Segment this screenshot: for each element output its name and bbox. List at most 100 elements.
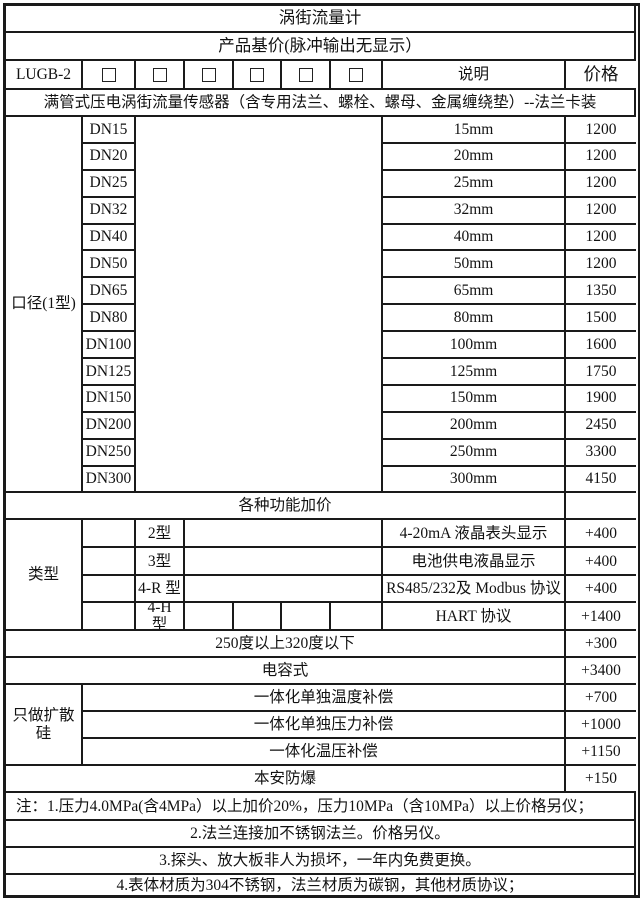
dn-code: DN25 (83, 170, 136, 198)
dn-code: DN125 (83, 359, 136, 386)
type-empty-cell (83, 576, 136, 604)
addons-header: 各种功能加价 (6, 493, 566, 521)
type-price: +400 (566, 576, 636, 604)
dn-desc: 50mm (383, 251, 566, 279)
note-2: 2.法兰连接加不锈钢法兰。价格另仪。 (6, 821, 636, 849)
temp-range-price: +300 (566, 631, 636, 659)
checkbox-icon (152, 67, 167, 82)
type-empty-cell (331, 603, 383, 632)
dn-desc: 100mm (383, 332, 566, 360)
diameter-empty-span (136, 117, 383, 494)
silicon-label-text: 只做扩散硅 (12, 707, 75, 742)
product-price-table: 涡街流量计 产品基价(脉冲输出无显示） LUGB-2 说明 价格 满管式压电涡街… (3, 3, 640, 899)
checkbox-icon (349, 67, 363, 82)
type-desc: 电池供电液晶显示 (383, 548, 566, 577)
dn-desc: 200mm (383, 412, 566, 440)
dn-code: DN300 (83, 466, 136, 494)
silicon-section-label: 只做扩散硅 (6, 685, 83, 767)
type-desc: 4-20mA 液晶表头显示 (383, 520, 566, 549)
dn-code: DN200 (83, 412, 136, 440)
dn-price: 1600 (566, 332, 636, 360)
dn-code: DN15 (83, 117, 136, 144)
dn-price: 1200 (566, 144, 636, 171)
desc-header: 说明 (383, 61, 566, 90)
dn-price: 1900 (566, 386, 636, 413)
dn-code: DN20 (83, 143, 136, 171)
model-cell: LUGB-2 (6, 61, 83, 90)
type-price: +1400 (566, 603, 636, 632)
dn-code: DN40 (83, 224, 136, 252)
type-code: 2型 (136, 520, 185, 549)
type-code: 4-R 型 (136, 576, 185, 604)
model-option-cell (234, 61, 282, 90)
model-option-cell (136, 61, 185, 90)
compensation-price: +1000 (566, 712, 636, 740)
price-header: 价格 (566, 61, 636, 90)
type-desc: RS485/232及 Modbus 协议 (383, 576, 566, 604)
dn-desc: 150mm (383, 385, 566, 413)
checkbox-icon (101, 67, 116, 82)
type-empty-cell (282, 603, 331, 632)
type-empty-cell (185, 603, 234, 632)
type-empty-span (185, 520, 383, 549)
dn-price: 1750 (566, 359, 636, 386)
subtitle-base-price: 产品基价(脉冲输出无显示） (6, 33, 636, 61)
dn-desc: 65mm (383, 278, 566, 306)
safety-price: +150 (566, 766, 636, 794)
type-code: 3型 (136, 548, 185, 577)
type-price: +400 (566, 520, 636, 549)
model-option-cell (185, 61, 234, 90)
note-4: 4.表体材质为304不锈钢，法兰材质为碳钢，其他材质协议； (6, 875, 636, 896)
checkbox-icon (250, 67, 264, 82)
table-title: 涡街流量计 (6, 6, 636, 33)
dn-code: DN150 (83, 385, 136, 413)
compensation-price: +1150 (566, 739, 636, 767)
compensation-price: +700 (566, 685, 636, 713)
safety-desc: 本安防爆 (6, 766, 566, 794)
temp-range-desc: 250度以上320度以下 (6, 631, 566, 659)
dn-desc: 32mm (383, 197, 566, 225)
dn-desc: 40mm (383, 224, 566, 252)
dn-desc: 250mm (383, 439, 566, 467)
dn-price: 1200 (566, 225, 636, 252)
type-empty-cell (83, 548, 136, 577)
sensor-description: 满管式压电涡街流量传感器（含专用法兰、螺栓、螺母、金属缠绕垫）--法兰卡装 (6, 90, 636, 117)
addons-price-empty (566, 493, 636, 521)
checkbox-icon (298, 67, 313, 82)
type-empty-cell (234, 603, 282, 632)
type-empty-cell (83, 603, 136, 632)
dn-desc: 25mm (383, 170, 566, 198)
dn-code: DN65 (83, 278, 136, 306)
type-empty-cell (83, 520, 136, 549)
compensation-desc: 一体化单独压力补偿 (83, 712, 566, 740)
type-price: +400 (566, 548, 636, 577)
note-3: 3.探头、放大板非人为损坏，一年内免费更换。 (6, 848, 636, 876)
dn-price: 1200 (566, 251, 636, 279)
dn-price: 1350 (566, 278, 636, 306)
checkbox-icon (201, 67, 216, 82)
compensation-desc: 一体化单独温度补偿 (83, 685, 566, 713)
type-section-label: 类型 (6, 520, 83, 632)
compensation-desc: 一体化温压补偿 (83, 739, 566, 767)
dn-desc: 125mm (383, 359, 566, 386)
type-code: 4-H 型 (136, 603, 185, 632)
note-1: 注：1.压力4.0MPa(含4MPa）以上加价20%，压力10MPa（含10MP… (6, 793, 636, 822)
dn-desc: 15mm (383, 117, 566, 144)
model-option-cell (83, 61, 136, 90)
dn-price: 3300 (566, 440, 636, 467)
type-desc: HART 协议 (383, 603, 566, 632)
dn-price: 1200 (566, 171, 636, 198)
capacitive-desc: 电容式 (6, 658, 566, 686)
dn-code: DN100 (83, 332, 136, 360)
dn-desc: 300mm (383, 466, 566, 494)
dn-code: DN250 (83, 439, 136, 467)
dn-price: 1200 (566, 198, 636, 225)
dn-price: 2450 (566, 413, 636, 440)
dn-code: DN32 (83, 197, 136, 225)
model-option-cell (331, 61, 383, 90)
dn-price: 4150 (566, 467, 636, 494)
type-empty-span (185, 576, 383, 604)
diameter-section-label: 口径(1型) (6, 117, 83, 494)
model-option-cell (282, 61, 331, 90)
dn-code: DN80 (83, 305, 136, 333)
